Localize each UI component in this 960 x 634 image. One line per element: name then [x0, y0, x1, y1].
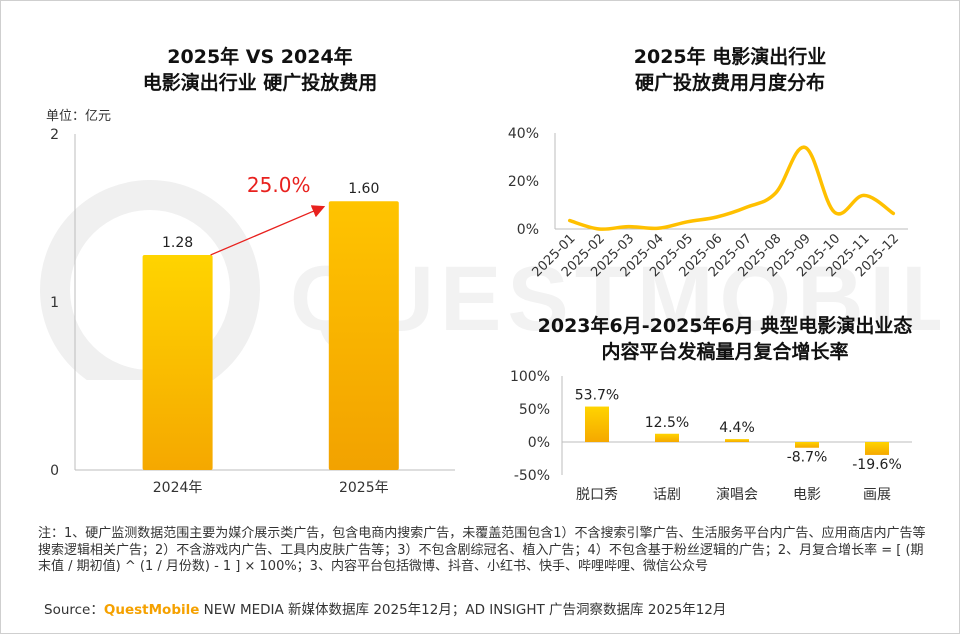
bar-chart-unit: 单位：亿元: [46, 109, 112, 124]
growth-y-tick-label: 50%: [519, 402, 550, 418]
growth-bar-话剧: [655, 433, 679, 442]
growth-value-label: 12.5%: [645, 415, 689, 431]
bar-y-tick-label: 2: [50, 127, 59, 143]
bar-chart-title-line2: 电影演出行业 硬广投放费用: [142, 72, 378, 94]
bar-y-tick-label: 0: [50, 463, 59, 479]
bar-chart-title-line1: 2025年 VS 2024年: [167, 46, 353, 68]
line-chart-title-line1: 2025年 电影演出行业: [633, 46, 827, 68]
growth-y-tick-label: 0%: [528, 435, 550, 451]
bar-value-label: 1.60: [348, 181, 379, 197]
line-y-tick-label: 40%: [508, 126, 539, 142]
line-series-path: [567, 145, 896, 231]
growth-chart-title-line1: 2023年6月-2025年6月 典型电影演出业态: [537, 315, 913, 337]
growth-value-label: -19.6%: [852, 457, 902, 473]
growth-x-tick-label: 画展: [863, 487, 891, 503]
growth-y-tick-label: -50%: [514, 468, 550, 484]
growth-value-label: 4.4%: [719, 420, 755, 436]
growth-x-tick-label: 话剧: [653, 487, 681, 503]
growth-x-tick-label: 演唱会: [716, 487, 758, 503]
growth-value-label: 53.7%: [575, 388, 619, 404]
growth-annotation: 25.0%: [247, 173, 311, 197]
growth-bar-脱口秀: [585, 406, 609, 442]
line-y-tick-label: 20%: [508, 174, 539, 190]
bar-x-tick-label: 2025年: [339, 480, 389, 496]
line-chart-title: 2025年 电影演出行业 硬广投放费用月度分布: [520, 44, 940, 96]
growth-x-tick-label: 电影: [793, 487, 821, 503]
footnote: 注：1、硬广监测数据范围主要为媒介展示类广告，包含电商内搜索广告，未覆盖范围包含…: [38, 526, 926, 574]
growth-chart-title-line2: 内容平台发稿量月复合增长率: [601, 341, 849, 363]
growth-value-label: -8.7%: [787, 450, 828, 466]
bar-value-label: 1.28: [162, 235, 193, 251]
growth-bar-电影: [795, 442, 819, 448]
growth-y-tick-label: 100%: [510, 369, 550, 385]
source-brand: QuestMobile: [103, 602, 200, 618]
bar-2025年: [328, 201, 399, 470]
source-label: Source：: [44, 602, 104, 618]
line-y-tick-label: 0%: [517, 222, 539, 238]
bar-2024年: [142, 254, 213, 470]
growth-arrow: [210, 205, 326, 256]
bar-y-tick-label: 1: [50, 295, 59, 311]
source-line: Source：QuestMobile NEW MEDIA 新媒体数据库 2025…: [44, 598, 726, 618]
growth-bar-画展: [865, 442, 889, 455]
bar-chart-title: 2025年 VS 2024年 电影演出行业 硬广投放费用: [60, 44, 460, 96]
bar-x-tick-label: 2024年: [153, 480, 203, 496]
growth-chart-title: 2023年6月-2025年6月 典型电影演出业态 内容平台发稿量月复合增长率: [500, 313, 950, 365]
source-text: NEW MEDIA 新媒体数据库 2025年12月；AD INSIGHT 广告洞…: [199, 602, 727, 618]
line-chart-title-line2: 硬广投放费用月度分布: [634, 72, 825, 94]
growth-x-tick-label: 脱口秀: [576, 487, 618, 503]
growth-bar-演唱会: [725, 439, 749, 442]
